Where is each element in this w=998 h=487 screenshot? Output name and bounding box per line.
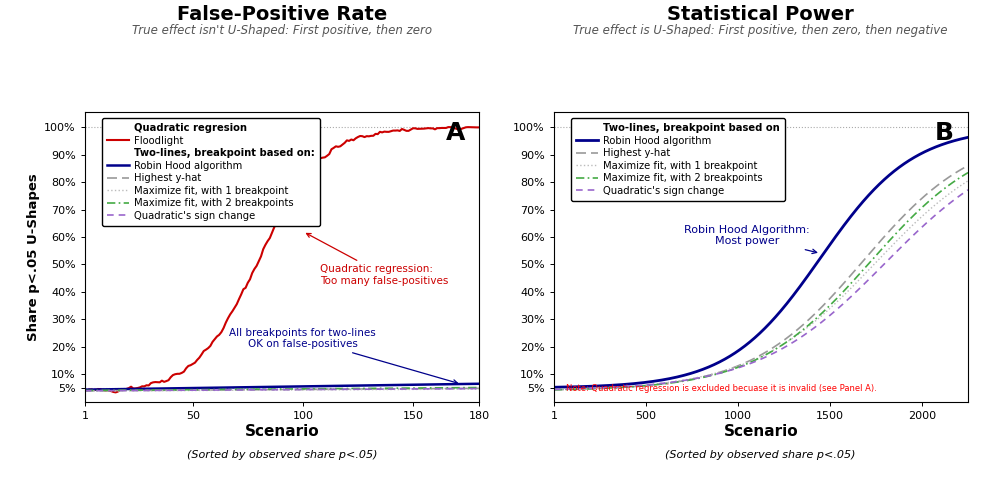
- Text: All breakpoints for two-lines
OK on false-positives: All breakpoints for two-lines OK on fals…: [230, 328, 457, 384]
- Y-axis label: Share p<.05 U-Shapes: Share p<.05 U-Shapes: [27, 173, 40, 341]
- Text: False-Positive Rate: False-Positive Rate: [178, 5, 387, 24]
- Text: B: B: [934, 121, 953, 145]
- Text: True effect isn't U-Shaped: First positive, then zero: True effect isn't U-Shaped: First positi…: [133, 24, 432, 37]
- Text: Note: Quadratic regression is excluded becuase it is invalid (see Panel A).: Note: Quadratic regression is excluded b…: [566, 384, 877, 393]
- Text: Statistical Power: Statistical Power: [667, 5, 854, 24]
- Text: (Sorted by observed share p<.05): (Sorted by observed share p<.05): [666, 450, 855, 460]
- X-axis label: Scenario: Scenario: [245, 424, 319, 439]
- Text: Robin Hood Algorithm:
Most power: Robin Hood Algorithm: Most power: [685, 225, 816, 254]
- Legend: Quadratic regresion, Floodlight, Two-lines, breakpoint based on:, Robin Hood alg: Quadratic regresion, Floodlight, Two-lin…: [102, 118, 319, 226]
- Text: A: A: [446, 121, 465, 145]
- Text: True effect is U-Shaped: First positive, then zero, then negative: True effect is U-Shaped: First positive,…: [573, 24, 948, 37]
- Text: (Sorted by observed share p<.05): (Sorted by observed share p<.05): [188, 450, 377, 460]
- Text: Quadratic regression:
Too many false-positives: Quadratic regression: Too many false-pos…: [306, 233, 449, 286]
- Legend: Two-lines, breakpoint based on, Robin Hood algorithm, Highest y-hat, Maximize fi: Two-lines, breakpoint based on, Robin Ho…: [571, 118, 785, 201]
- X-axis label: Scenario: Scenario: [724, 424, 798, 439]
